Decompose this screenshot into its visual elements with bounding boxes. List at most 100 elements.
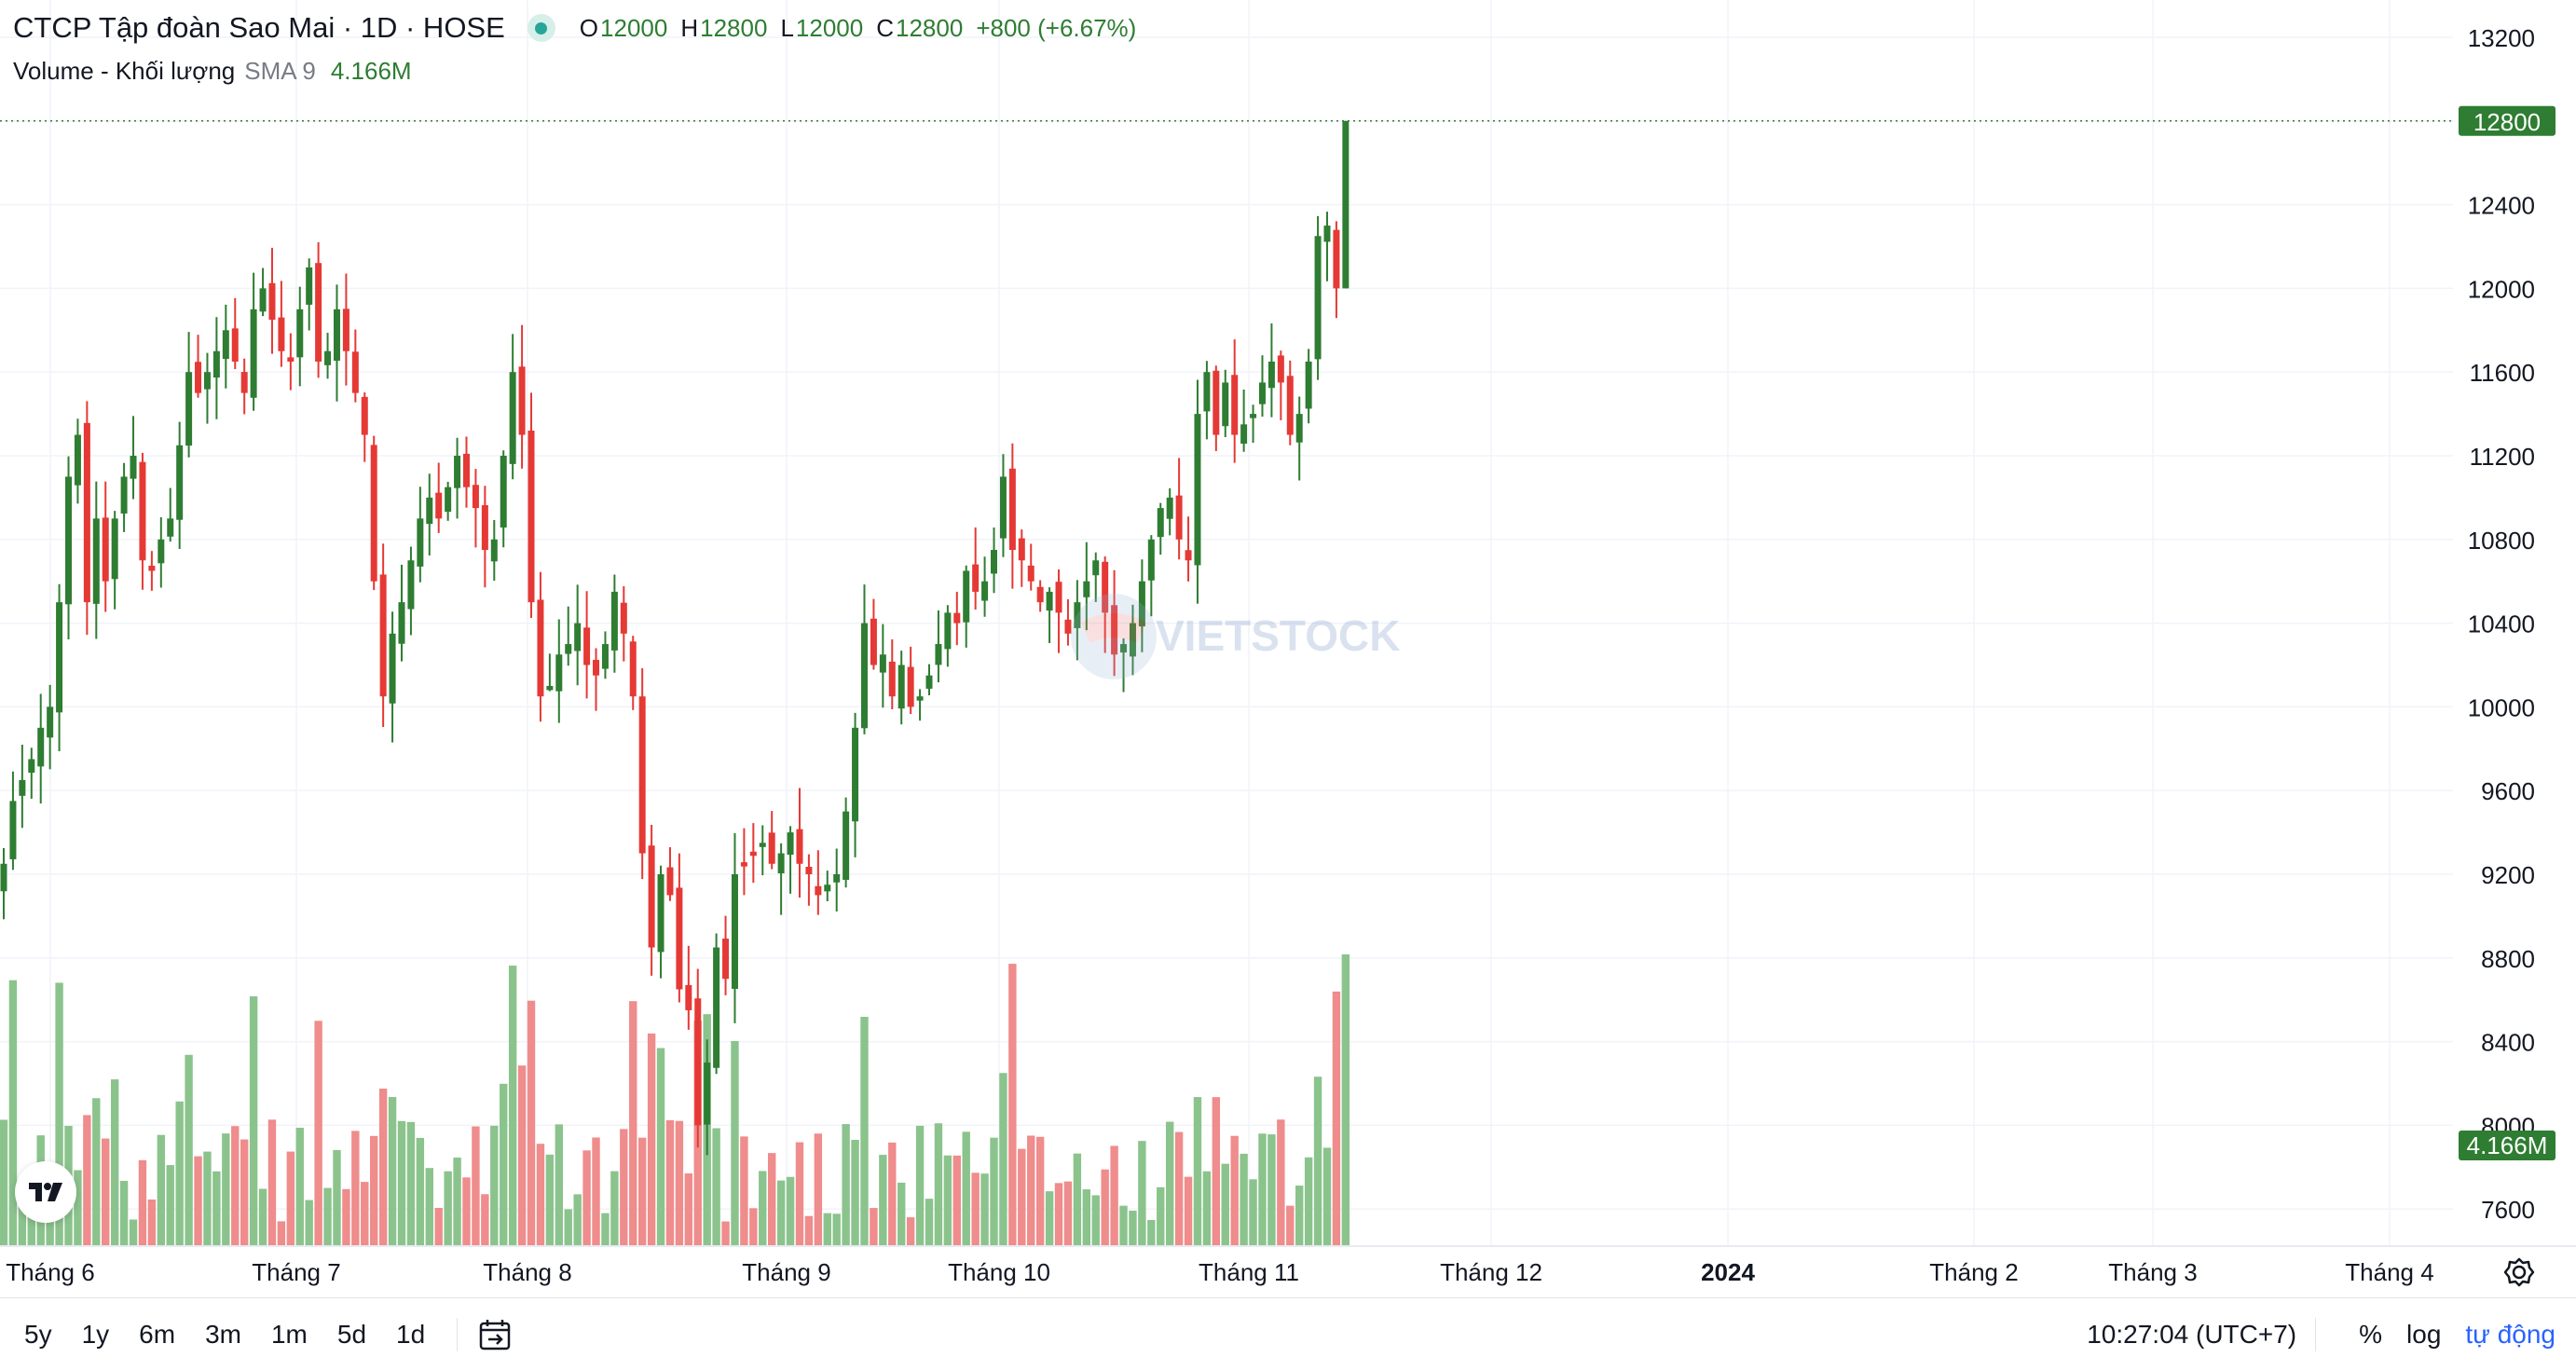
- volume-bar: [1129, 1210, 1137, 1245]
- auto-scale-toggle[interactable]: tự động: [2465, 1320, 2555, 1349]
- range-1m-button[interactable]: 1m: [270, 1320, 308, 1349]
- volume-bar: [1063, 1181, 1073, 1245]
- volume-bar: [119, 1180, 129, 1245]
- chart-area[interactable]: 13200 12800 12400 12000 11600 11200 10800 10400…: [0, 0, 2576, 1297]
- candle-body: [287, 357, 295, 362]
- volume-bar: [138, 1159, 147, 1245]
- candle-body: [888, 661, 896, 697]
- candle-body: [342, 308, 349, 351]
- volume-label: Volume - Khối lượng: [13, 56, 236, 85]
- volume-bar: [500, 1083, 508, 1245]
- volume-bar: [240, 1139, 249, 1245]
- time-tick-label: Tháng 6: [6, 1258, 94, 1286]
- settings-gear-icon[interactable]: [2501, 1254, 2537, 1290]
- volume-bar: [943, 1155, 952, 1245]
- volume-bar: [212, 1171, 221, 1245]
- candle-body: [148, 566, 156, 571]
- candle-body: [333, 308, 340, 362]
- candle-body: [944, 612, 952, 650]
- goto-date-icon[interactable]: [476, 1316, 514, 1353]
- log-scale-toggle[interactable]: log: [2406, 1320, 2442, 1349]
- volume-bar: [175, 1101, 184, 1245]
- candle-body: [0, 863, 7, 892]
- volume-bar: [582, 1150, 591, 1245]
- ohlc-values: O 12000 H 12800 L 12000 C 12800 +800 (+6.67%…: [580, 14, 1137, 43]
- last-volume-badge: [2459, 1131, 2555, 1160]
- candle-body: [426, 497, 433, 525]
- candle-body: [389, 633, 396, 704]
- volume-bar: [333, 1149, 341, 1245]
- candle-body: [713, 947, 720, 1068]
- toolbar-right: 10:27:04 (UTC+7) % log tự động: [2087, 1298, 2555, 1371]
- candle-body: [768, 832, 775, 864]
- volume-legend[interactable]: Volume - Khối lượng SMA 9 4.166M: [13, 52, 412, 89]
- candle-body: [139, 461, 146, 561]
- candle-body: [176, 445, 184, 520]
- candle-body: [231, 328, 239, 362]
- candle-body: [574, 623, 582, 651]
- range-5d-button[interactable]: 5d: [336, 1320, 367, 1349]
- volume-bar: [980, 1173, 989, 1245]
- volume-bar: [1174, 1131, 1184, 1245]
- candle-body: [1295, 414, 1303, 443]
- range-1y-button[interactable]: 1y: [81, 1320, 110, 1349]
- candle-body: [500, 456, 507, 528]
- volume-bar: [675, 1120, 684, 1245]
- candle-body: [1064, 619, 1072, 634]
- range-6m-button[interactable]: 6m: [139, 1320, 176, 1349]
- candle-body: [749, 851, 757, 857]
- volume-bar: [444, 1171, 452, 1245]
- candle-body: [445, 487, 452, 513]
- time-tick-label: Tháng 3: [2108, 1258, 2197, 1286]
- candle-body: [1138, 581, 1145, 627]
- range-5y-button[interactable]: 5y: [24, 1320, 52, 1349]
- price-axis[interactable]: 13200 12800 12400 12000 11600 11200 10800 10400…: [2459, 24, 2555, 1224]
- candle-body: [1267, 361, 1275, 389]
- candle-body: [704, 1063, 711, 1125]
- candle-body: [935, 644, 942, 665]
- candle-body: [120, 476, 128, 514]
- tradingview-logo-icon[interactable]: [15, 1161, 76, 1223]
- volume-bar: [592, 1137, 600, 1245]
- volume-sma-label: SMA 9: [244, 56, 316, 85]
- range-1d-button[interactable]: 1d: [396, 1320, 426, 1349]
- volume-bar: [1119, 1205, 1128, 1245]
- volume-bar: [749, 1208, 758, 1245]
- volume-bar: [962, 1131, 970, 1245]
- volume-bar: [314, 1021, 322, 1245]
- candle-body: [158, 539, 165, 564]
- clock-time[interactable]: 10:27:04 (UTC+7): [2087, 1320, 2297, 1349]
- candle-body: [1129, 623, 1136, 657]
- candle-body: [953, 612, 961, 624]
- volume-bar: [804, 1215, 814, 1245]
- volume-bar: [915, 1125, 925, 1245]
- volume-bar: [888, 1142, 897, 1245]
- volume-bar: [453, 1158, 461, 1245]
- candle-body: [379, 574, 387, 697]
- volume-bar: [129, 1219, 138, 1245]
- time-tick-label: Tháng 8: [483, 1258, 571, 1286]
- open-label: O: [579, 13, 599, 42]
- price-tick-label: 8400: [2481, 1029, 2535, 1057]
- candle-body: [666, 867, 674, 896]
- candle-body: [740, 862, 747, 867]
- candle-body: [1175, 495, 1183, 540]
- volume-bar: [712, 1128, 720, 1245]
- percent-scale-toggle[interactable]: %: [2359, 1320, 2383, 1349]
- volume-bar: [102, 1138, 110, 1245]
- volume-bar: [684, 1173, 693, 1245]
- price-tick-label: 11200: [2470, 443, 2535, 471]
- candle-body: [509, 372, 516, 464]
- candle-body: [203, 372, 211, 390]
- volume-bar: [406, 1121, 416, 1245]
- volume-bar: [74, 1170, 82, 1245]
- time-axis[interactable]: Tháng 6 Tháng 7 Tháng 8 Tháng 9 Tháng 10 Thán…: [0, 1245, 2576, 1286]
- candle-body: [454, 456, 461, 488]
- candle-body: [1250, 414, 1257, 418]
- candle-body: [537, 599, 544, 697]
- price-tick-label: 10800: [2468, 527, 2535, 555]
- range-3m-button[interactable]: 3m: [205, 1320, 241, 1349]
- symbol-title[interactable]: CTCP Tập đoàn Sao Mai · 1D · HOSE: [13, 11, 505, 44]
- candle-body: [490, 539, 498, 562]
- candle-body: [565, 644, 572, 654]
